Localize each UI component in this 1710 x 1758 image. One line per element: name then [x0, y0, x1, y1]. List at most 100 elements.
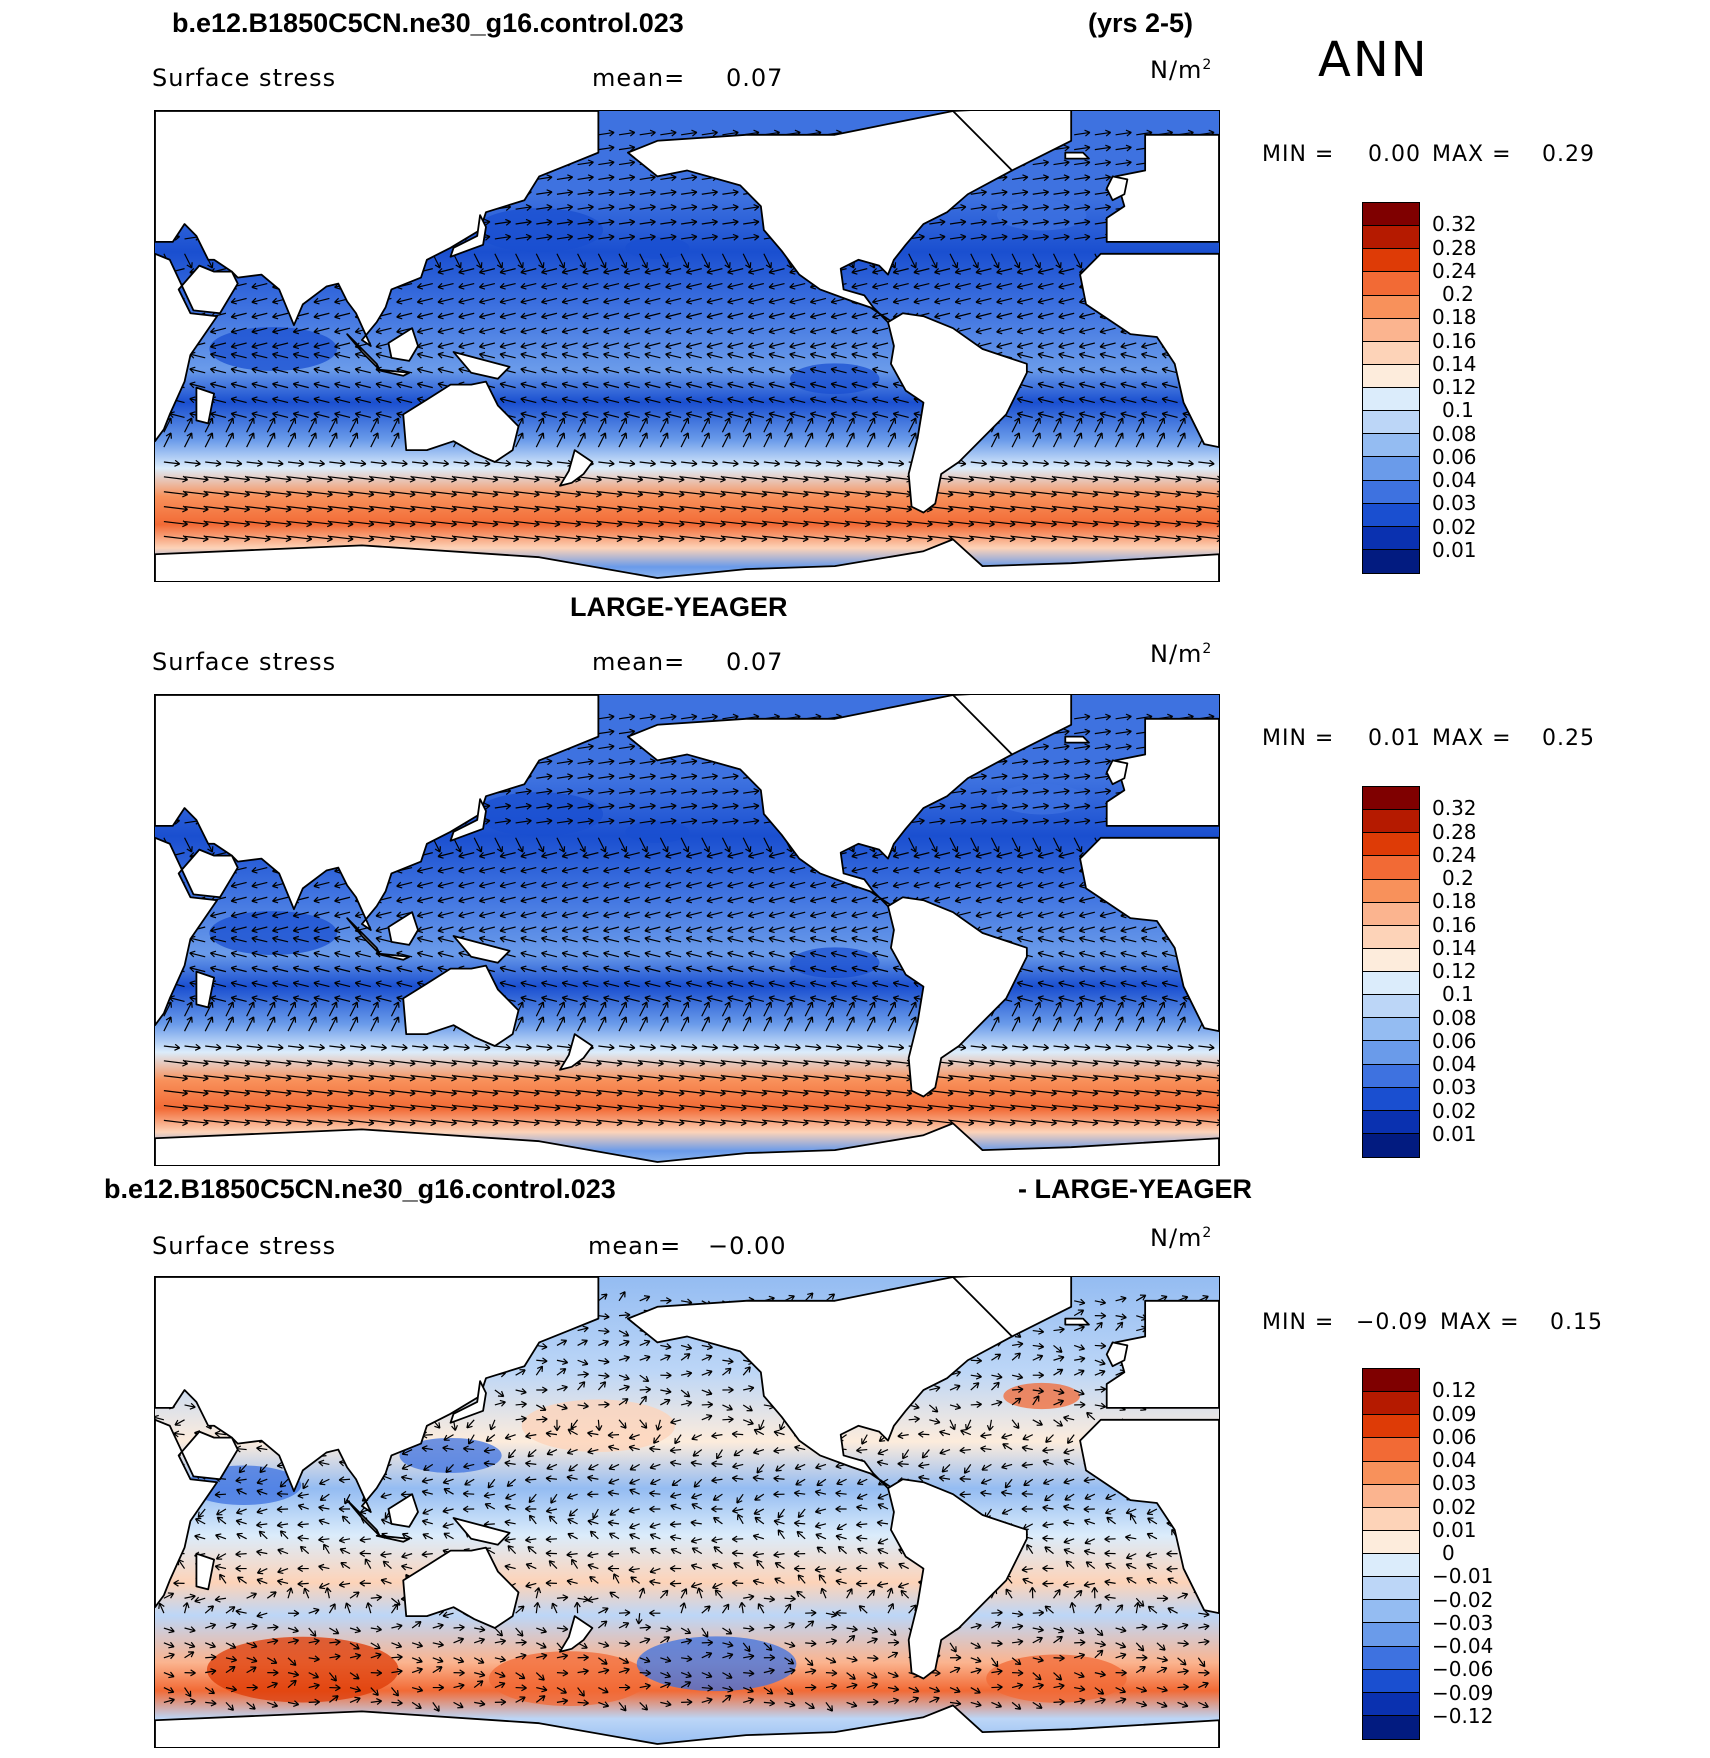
- landmass: [627, 1277, 1013, 1493]
- colorbar-tick-label: 0.28: [1432, 235, 1477, 260]
- colorbar-swatch: [1363, 787, 1419, 811]
- colorbar-tick-label: 0.24: [1432, 258, 1477, 283]
- colorbar-swatch: [1363, 1715, 1419, 1739]
- landmass: [1079, 836, 1219, 1033]
- landmass: [155, 538, 1219, 581]
- panel3-mean-label: mean=: [588, 1232, 682, 1260]
- panel3-map-svg: [155, 1277, 1219, 1747]
- colorbar-swatch: [1363, 411, 1419, 435]
- landmass: [387, 911, 419, 946]
- colorbar-swatch: [1363, 526, 1419, 550]
- panel1-max-label: MAX =: [1432, 142, 1512, 167]
- colorbar-tick-label: −0.06: [1432, 1657, 1494, 1682]
- colorbar-swatch: [1363, 272, 1419, 296]
- colorbar-swatch: [1363, 226, 1419, 250]
- colorbar-swatch: [1363, 457, 1419, 481]
- colorbar-swatch: [1363, 1133, 1419, 1157]
- colorbar-swatch: [1363, 318, 1419, 342]
- colorbar-tick-label: 0.03: [1432, 1471, 1477, 1496]
- landmass: [155, 111, 600, 347]
- panel1-mean-label: mean=: [592, 64, 686, 92]
- panel1-colorbar: [1362, 202, 1420, 574]
- panel2-max-value: 0.25: [1542, 726, 1595, 751]
- landmass: [402, 964, 520, 1047]
- panel3-obs-title: - LARGE-YEAGER: [1018, 1174, 1253, 1204]
- landmass: [952, 111, 1073, 172]
- landmass: [1105, 717, 1219, 827]
- colorbar-tick-label: 0.01: [1432, 1517, 1477, 1542]
- panel1-min-label: MIN =: [1262, 142, 1335, 167]
- panel3-colorbar: [1362, 1368, 1420, 1740]
- panel3-map: [154, 1276, 1220, 1748]
- colorbar-tick-label: 0: [1442, 1541, 1455, 1565]
- field-patch: [209, 911, 338, 955]
- panel1-max-value: 0.29: [1542, 142, 1595, 167]
- landmass: [1105, 175, 1129, 202]
- colorbar-swatch: [1363, 1392, 1419, 1416]
- panel1-field-name: Surface stress: [152, 64, 337, 92]
- panel2-map: [154, 694, 1220, 1166]
- colorbar-swatch: [1363, 434, 1419, 458]
- colorbar-tick-label: 0.06: [1432, 444, 1477, 469]
- field-patch: [206, 1636, 399, 1703]
- landmass: [155, 252, 239, 443]
- panel3-min-value: −0.09: [1356, 1310, 1429, 1335]
- landmass: [559, 449, 594, 487]
- panel2-colorbar: [1362, 786, 1420, 1158]
- panel2-map-svg: [155, 695, 1219, 1165]
- colorbar-swatch: [1363, 810, 1419, 834]
- landmass: [1105, 1341, 1129, 1368]
- landmass: [952, 695, 1073, 756]
- colorbar-swatch: [1363, 1369, 1419, 1393]
- landmass: [1105, 1299, 1219, 1409]
- landmass: [1105, 759, 1129, 786]
- colorbar-swatch: [1363, 925, 1419, 949]
- landmass: [952, 1277, 1073, 1338]
- panel1-years: (yrs 2-5): [1088, 8, 1194, 38]
- landmass: [449, 1380, 487, 1424]
- landmass: [887, 312, 1028, 514]
- colorbar-swatch: [1363, 295, 1419, 319]
- colorbar-swatch: [1363, 1600, 1419, 1624]
- colorbar-swatch: [1363, 1484, 1419, 1508]
- colorbar-tick-label: 0.16: [1432, 912, 1477, 937]
- colorbar-tick-label: −0.02: [1432, 1587, 1494, 1612]
- colorbar-swatch: [1363, 480, 1419, 504]
- landmass: [195, 386, 215, 425]
- colorbar-swatch: [1363, 1577, 1419, 1601]
- landmass: [627, 695, 1013, 911]
- field-patch: [996, 783, 1087, 815]
- landmass: [449, 798, 487, 842]
- landmass: [155, 1122, 1219, 1165]
- panel3-min-label: MIN =: [1262, 1310, 1335, 1335]
- landmass: [452, 351, 511, 380]
- field-patch: [996, 199, 1087, 231]
- colorbar-tick-label: −0.04: [1432, 1634, 1494, 1658]
- landmass: [402, 1546, 520, 1629]
- field-patch: [488, 1651, 649, 1706]
- colorbar-swatch: [1363, 364, 1419, 388]
- colorbar-swatch: [1363, 1110, 1419, 1134]
- colorbar-tick-label: 0.14: [1432, 351, 1477, 376]
- colorbar-swatch: [1363, 1646, 1419, 1670]
- landmass: [452, 1517, 511, 1546]
- field-patch: [1003, 1382, 1080, 1410]
- colorbar-tick-label: 0.2: [1442, 866, 1474, 890]
- landmass: [559, 1033, 594, 1071]
- field-patch: [475, 792, 604, 836]
- colorbar-tick-label: 0.12: [1432, 959, 1477, 983]
- colorbar-tick-label: 0.2: [1442, 282, 1474, 306]
- field-patch: [636, 1636, 797, 1692]
- colorbar-tick-label: −0.09: [1432, 1680, 1494, 1705]
- colorbar-swatch: [1363, 388, 1419, 412]
- colorbar-tick-label: 0.02: [1432, 1494, 1477, 1519]
- colorbar-swatch: [1363, 1623, 1419, 1647]
- colorbar-tick-label: 0.04: [1432, 1448, 1477, 1472]
- landmass: [375, 1534, 411, 1543]
- colorbar-tick-label: 0.28: [1432, 819, 1477, 844]
- field-patch: [625, 820, 690, 843]
- panel2-title: LARGE-YEAGER: [570, 592, 788, 622]
- field-patch: [209, 327, 338, 371]
- panel1-units: N/m2: [1150, 56, 1213, 84]
- landmass: [1105, 133, 1219, 243]
